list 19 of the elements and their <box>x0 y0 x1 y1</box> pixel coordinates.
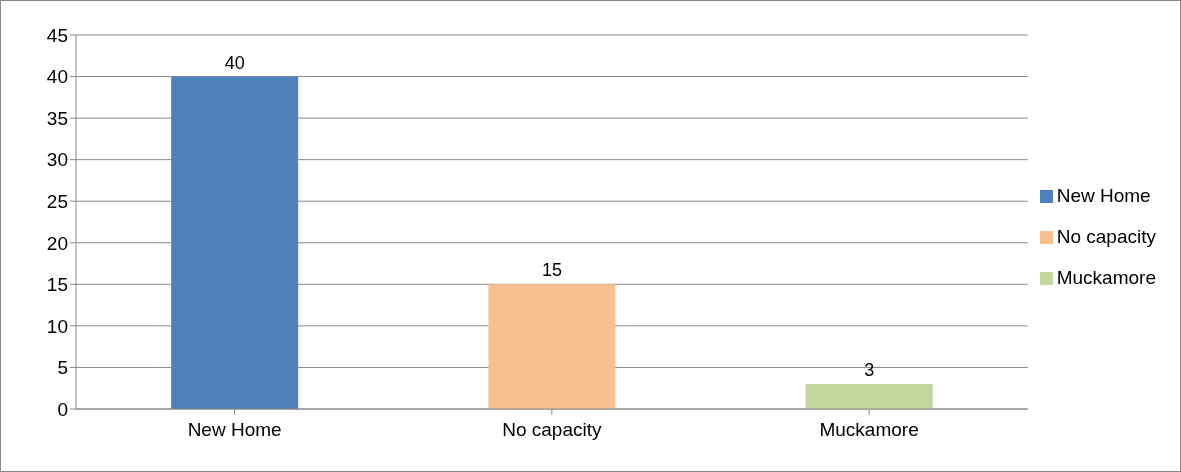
x-tick-label: New Home <box>187 419 282 441</box>
x-tick-label: Muckamore <box>819 419 919 441</box>
legend-label: Muckamore <box>1056 266 1156 288</box>
y-tick-label: 40 <box>46 66 68 88</box>
legend-label: New Home <box>1056 184 1151 206</box>
data-label: 15 <box>541 260 562 281</box>
data-label: 40 <box>224 52 245 73</box>
data-label: 3 <box>864 360 875 381</box>
y-tick-label: 35 <box>46 107 68 129</box>
y-tick-label: 20 <box>46 232 68 254</box>
y-tick-label: 25 <box>46 190 68 212</box>
y-tick-label: 5 <box>57 357 68 379</box>
legend-label: No capacity <box>1056 225 1156 247</box>
y-tick-label: 15 <box>46 274 68 296</box>
y-tick-label: 10 <box>46 315 68 337</box>
y-tick-label: 0 <box>57 398 68 420</box>
y-tick-label: 45 <box>46 24 68 46</box>
x-tick-label: No capacity <box>502 419 602 441</box>
y-tick-label: 30 <box>46 149 68 171</box>
